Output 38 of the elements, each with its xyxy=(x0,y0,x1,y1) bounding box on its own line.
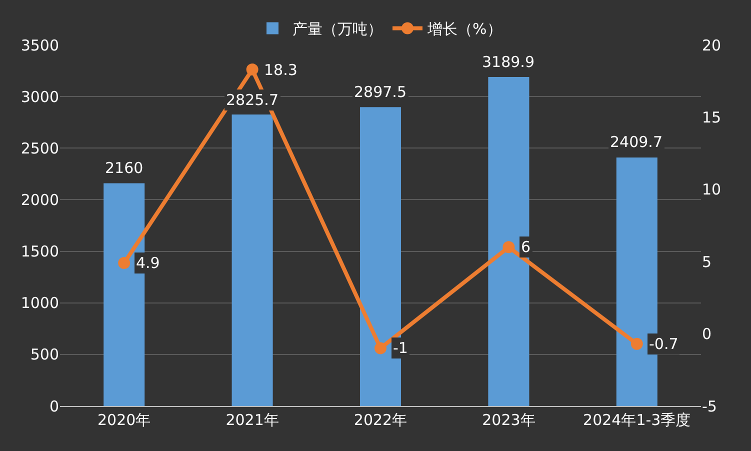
legend-label: 产量（万吨） xyxy=(292,20,382,38)
x-tick-label: 2024年1-3季度 xyxy=(583,411,691,429)
y-tick-label: 2500 xyxy=(20,139,59,158)
y-tick-label: 3500 xyxy=(20,36,59,54)
y2-tick-label: 20 xyxy=(702,36,722,54)
y-tick-label: 2000 xyxy=(20,190,59,209)
data-label: 2825.7 xyxy=(226,91,278,109)
point xyxy=(246,64,258,76)
y-tick-label: 1000 xyxy=(20,294,59,312)
data-label: -0.7 xyxy=(649,335,678,353)
y-tick-label: 1500 xyxy=(20,242,59,261)
data-label: 2160 xyxy=(105,159,144,177)
data-label: -1 xyxy=(393,339,408,357)
data-label: 2409.7 xyxy=(610,133,662,151)
data-label: 2897.5 xyxy=(354,83,406,101)
y-tick-label: 0 xyxy=(49,397,59,416)
point xyxy=(118,257,130,270)
point xyxy=(630,338,643,350)
y2-tick-label: 0 xyxy=(702,325,712,344)
y-tick-label: 3000 xyxy=(20,88,59,106)
x-tick-label: 2020年 xyxy=(98,411,151,429)
y-tick-label: 500 xyxy=(30,346,59,364)
bar xyxy=(488,76,530,406)
x-tick-label: 2022年 xyxy=(354,411,408,429)
point xyxy=(502,241,515,254)
y2-tick-label: 10 xyxy=(702,180,722,199)
data-label: 6 xyxy=(521,238,531,256)
point xyxy=(374,342,386,354)
legend-label: 增长（%） xyxy=(426,20,502,38)
x-tick-label: 2021年 xyxy=(226,411,279,429)
data-label: 3189.9 xyxy=(482,53,534,71)
x-tick-label: 2023年 xyxy=(482,411,536,429)
y2-tick-label: -5 xyxy=(702,397,717,416)
y2-tick-label: 5 xyxy=(702,252,712,271)
data-label: 4.9 xyxy=(136,254,160,272)
data-label: 18.3 xyxy=(264,61,298,79)
y2-tick-label: 15 xyxy=(702,108,722,126)
bar xyxy=(232,114,273,406)
